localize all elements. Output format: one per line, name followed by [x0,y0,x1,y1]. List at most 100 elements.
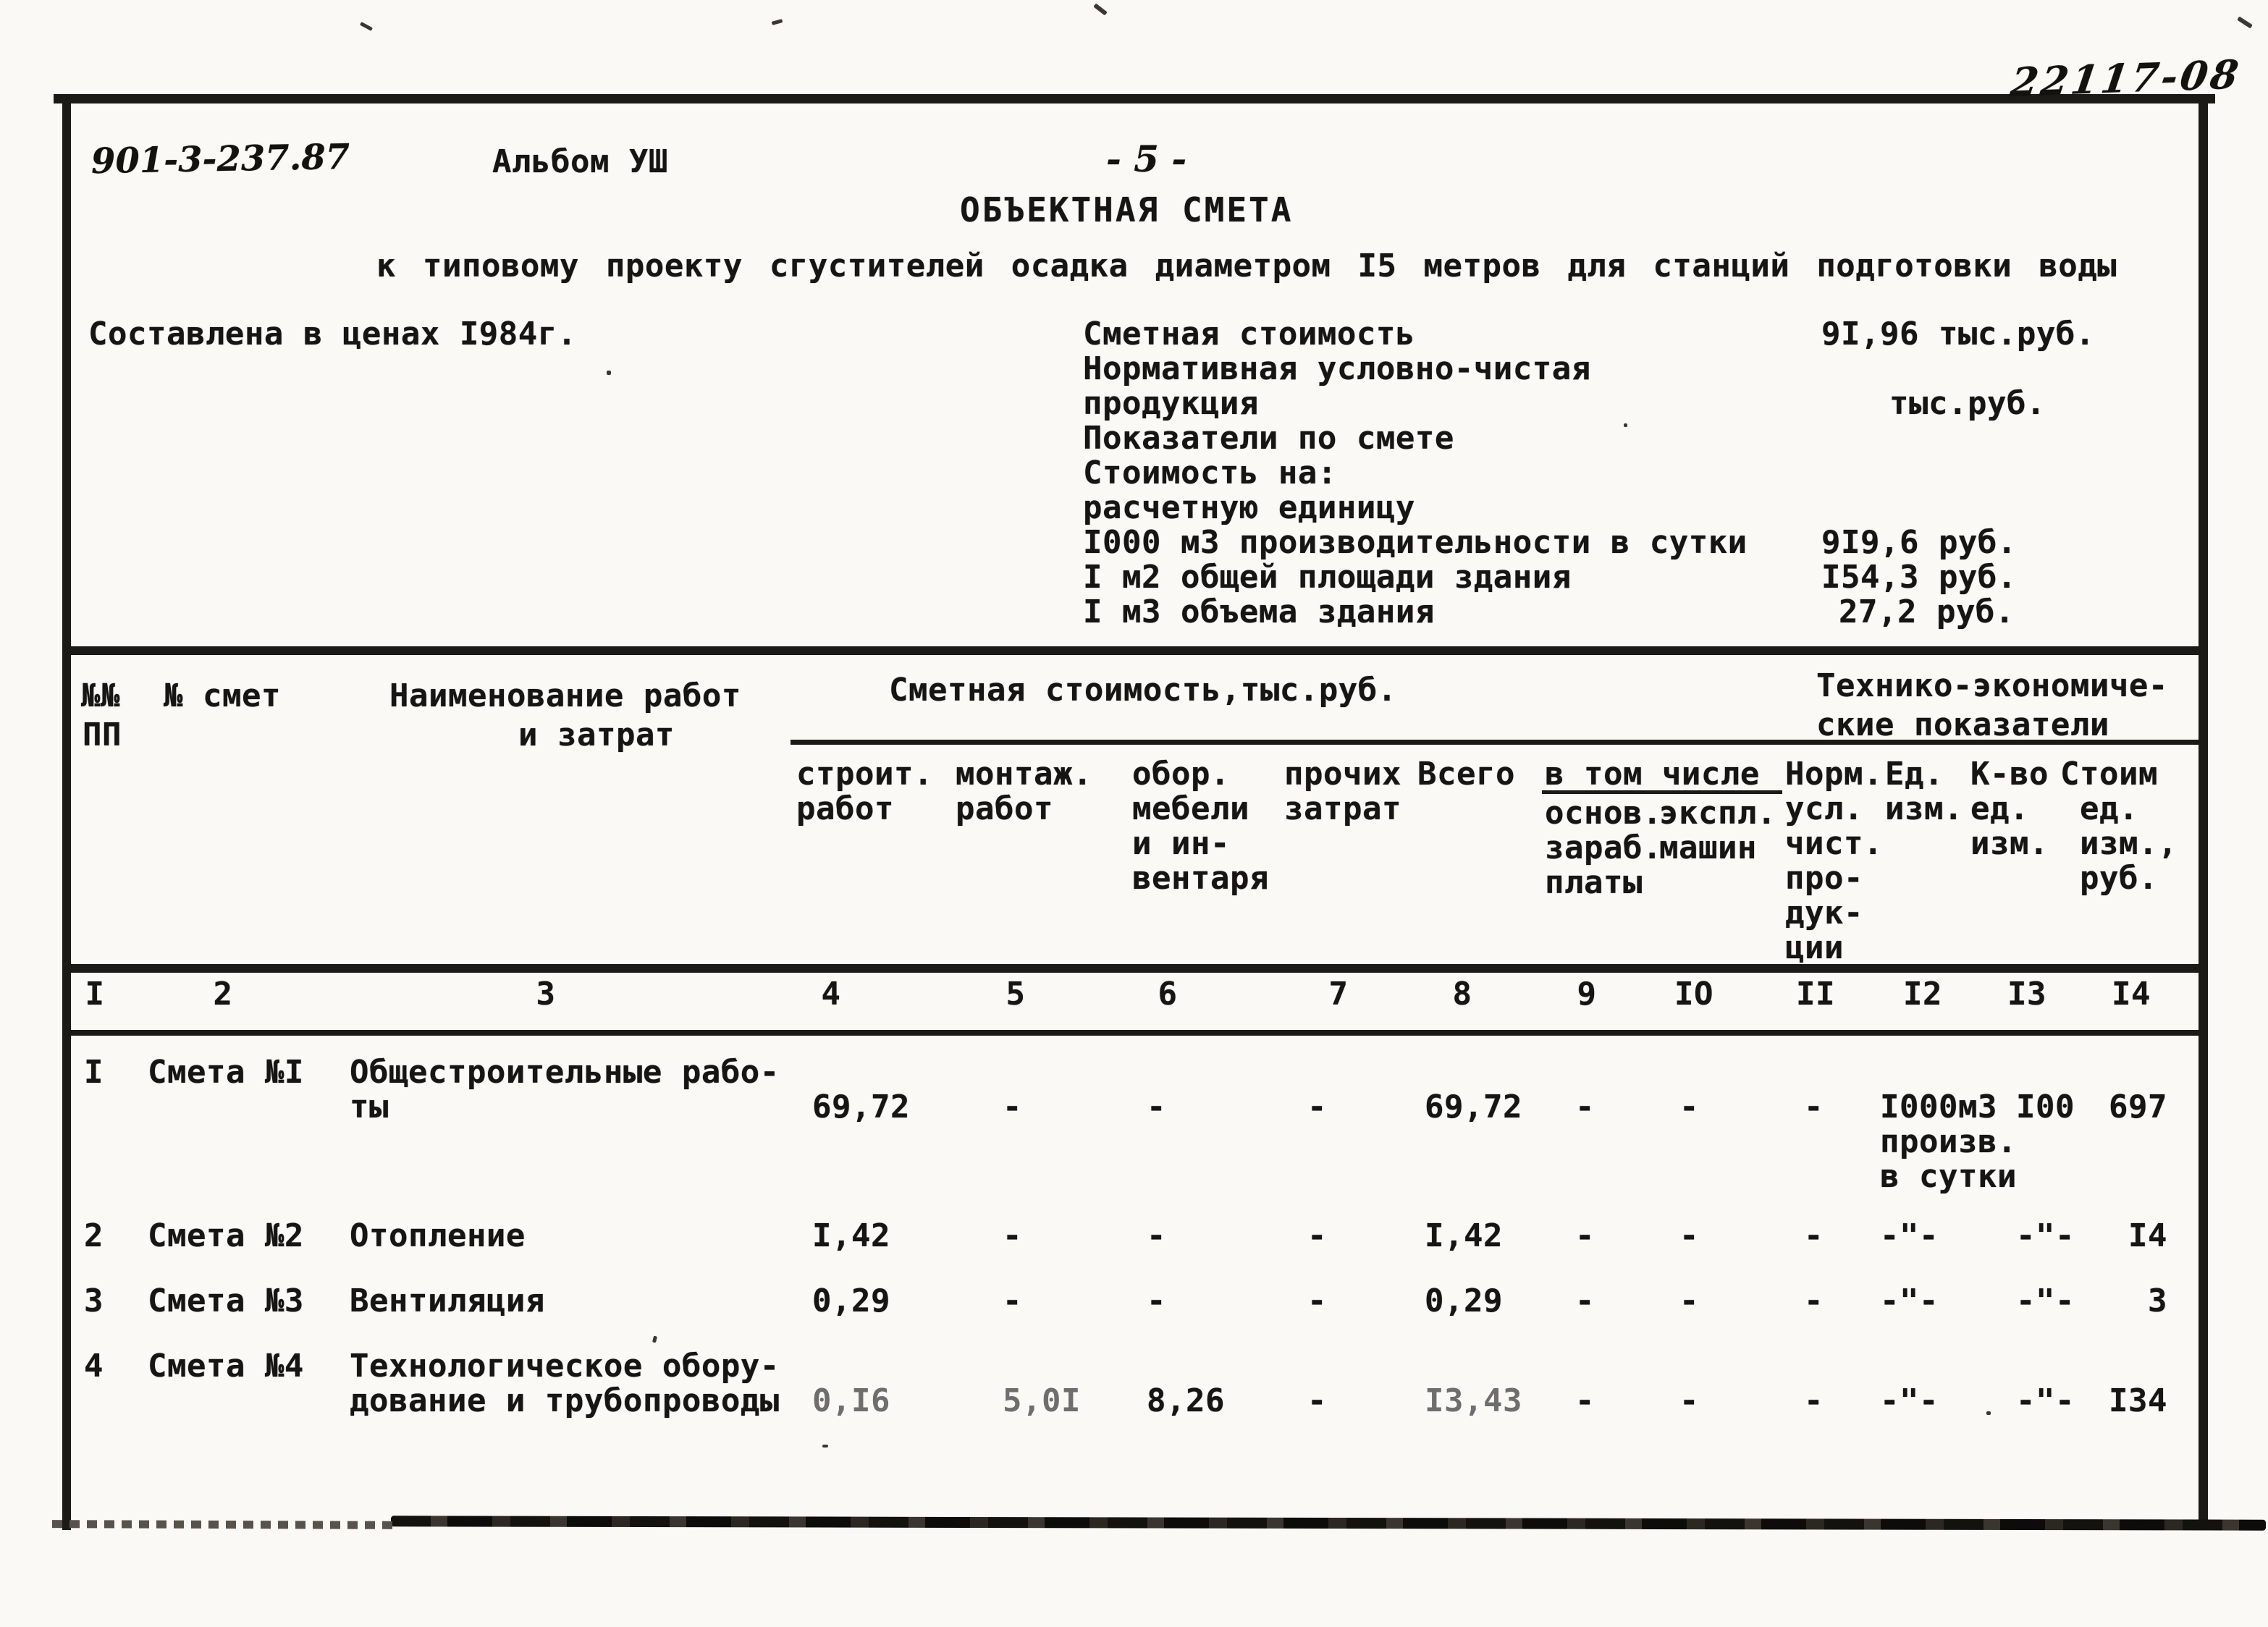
doc-number: 901-3-237.87 [90,136,350,182]
row4-cell-c9: - [1575,1382,1595,1419]
frame-bottom-rule [390,1516,2267,1531]
document-title: ОБЪЕКТНАЯ СМЕТА [960,190,1294,229]
column-number-12: I2 [1903,976,1942,1013]
row1-cell-c5: - [1003,1089,1022,1125]
row1-cell-c7: - [1307,1089,1327,1125]
summary-label-area: I м2 общей площади здания [1083,559,1572,596]
head-sub-construction: строит. работ [796,756,933,827]
row4-cell-c7: - [1307,1382,1327,1419]
table-head-bottom-rule [62,964,2208,973]
row2-cell-num: 2 [84,1217,104,1254]
row3-cell-c8: 0,29 [1425,1282,1503,1319]
row3-cell-c5: - [1003,1282,1022,1319]
column-number-3: 3 [536,976,556,1013]
row3-cell-c13: -"- [2016,1282,2075,1319]
column-number-14: I4 [2112,976,2151,1013]
summary-value-normative: тыс.руб. [1889,385,2046,422]
summary-label-cost: Сметная стоимость [1083,316,1415,352]
head-sub-qty-units: К-во ед. изм. [1970,756,2049,862]
summary-value-capacity: 9I9,6 руб. [1821,524,2017,561]
head-sub-equipment: обор. мебели и ин- вентаря [1132,756,1269,897]
page-number: - 5 - [1106,138,1187,180]
row1-cell-c6: - [1147,1089,1166,1125]
column-number-8: 8 [1452,976,1472,1013]
row2-cell-name: Отопление [350,1217,526,1254]
summary-label-capacity: I000 м3 производительности в сутки [1083,524,1748,561]
scan-speck [1986,1411,1991,1415]
row1-cell-c4: 69,72 [812,1089,910,1125]
row2-cell-c10: - [1679,1217,1699,1254]
frame-top-rule [54,94,2215,103]
row1-cell-c14: 697 [2109,1089,2167,1125]
scan-speck [652,1335,658,1343]
row2-cell-c11: - [1804,1217,1824,1254]
head-col1-line1: №№ [81,677,120,714]
row1-cell-c10: - [1679,1089,1699,1125]
row2-cell-c14: I4 [2128,1217,2167,1254]
head-group-tech-line1: Технико-экономиче- [1816,667,2168,704]
row1-cell-c9: - [1575,1089,1595,1125]
head-sub-including: в том числе [1545,756,1760,793]
row3-cell-estimate: Смета №3 [148,1282,304,1319]
summary-label-normative-1: Нормативная условно-чистая [1083,350,1591,387]
row2-cell-c8: I,42 [1425,1217,1503,1254]
table-numbers-bottom-rule [62,1030,2208,1036]
scan-speck [1093,3,1108,16]
row3-cell-c4: 0,29 [812,1282,890,1319]
table-top-rule [62,646,2208,655]
scan-speck [607,371,611,375]
row3-cell-c14: 3 [2148,1282,2167,1319]
stamp-handwritten-code: 22117-08 [2007,51,2244,106]
column-number-6: 6 [1158,976,1178,1013]
summary-value-area: I54,3 руб. [1821,559,2017,596]
row4-cell-c6: 8,26 [1147,1382,1225,1419]
row4-cell-c14: I34 [2109,1382,2167,1419]
head-sub-unit-cost: Стоим ед. изм., руб. [2060,756,2178,897]
head-col3-line1: Наименование работ [389,677,741,714]
row3-cell-c9: - [1575,1282,1595,1319]
head-sub-basic-wages: основ. зараб. платы [1545,795,1662,901]
head-col1-line2: ПП [83,717,122,753]
summary-label-normative-2: продукция [1083,385,1259,422]
row4-cell-c11: - [1804,1382,1824,1419]
summary-label-cost-per: Стоимость на: [1083,455,1337,491]
scan-speck [1624,423,1627,427]
column-number-9: 9 [1577,976,1597,1013]
incl-underline [1542,790,1782,794]
row4-cell-c4: 0,I6 [812,1382,890,1419]
head-sub-unit: Ед. изм. [1885,756,1963,827]
head-sub-other: прочих затрат [1284,756,1401,827]
row1-cell-c13: I00 [2016,1089,2075,1125]
row3-cell-c11: - [1804,1282,1824,1319]
row4-cell-c12: -"- [1880,1382,1939,1419]
row2-cell-c7: - [1307,1217,1327,1254]
summary-label-indicators: Показатели по смете [1083,420,1454,457]
column-number-5: 5 [1006,976,1026,1013]
head-sub-total: Всего [1417,756,1515,793]
album-label: Альбом УШ [492,143,668,180]
summary-label-calc-unit: расчетную единицу [1083,489,1415,526]
row2-cell-c4: I,42 [812,1217,890,1254]
scan-speck [822,1445,828,1448]
head-group-cost: Сметная стоимость,тыс.руб. [889,672,1397,709]
scan-speck [359,22,374,31]
frame-left-rule [62,94,71,1530]
head-col2: № смет [164,677,281,714]
column-number-1: I [85,976,105,1013]
head-group-tech-line2: ские показатели [1816,706,2109,743]
frame-bottom-rule-faded [51,1520,400,1529]
scan-speck [2237,16,2253,29]
scan-speck [771,19,783,25]
row3-cell-name: Вентиляция [350,1282,545,1319]
row1-cell-c8: 69,72 [1425,1089,1522,1125]
row4-cell-c10: - [1679,1382,1699,1419]
row3-cell-num: 3 [84,1282,104,1319]
row4-cell-name: Технологическое обору- дование и трубопр… [350,1348,780,1419]
document-subtitle: к типовому проекту сгустителей осадка ди… [376,248,2117,284]
row1-cell-c11: - [1804,1089,1824,1125]
row2-cell-c5: - [1003,1217,1022,1254]
table-group-rule [791,740,2199,745]
head-sub-net-product: Норм. усл. чист. про- дук- ции [1785,756,1883,966]
row4-cell-c13: -"- [2016,1382,2075,1419]
